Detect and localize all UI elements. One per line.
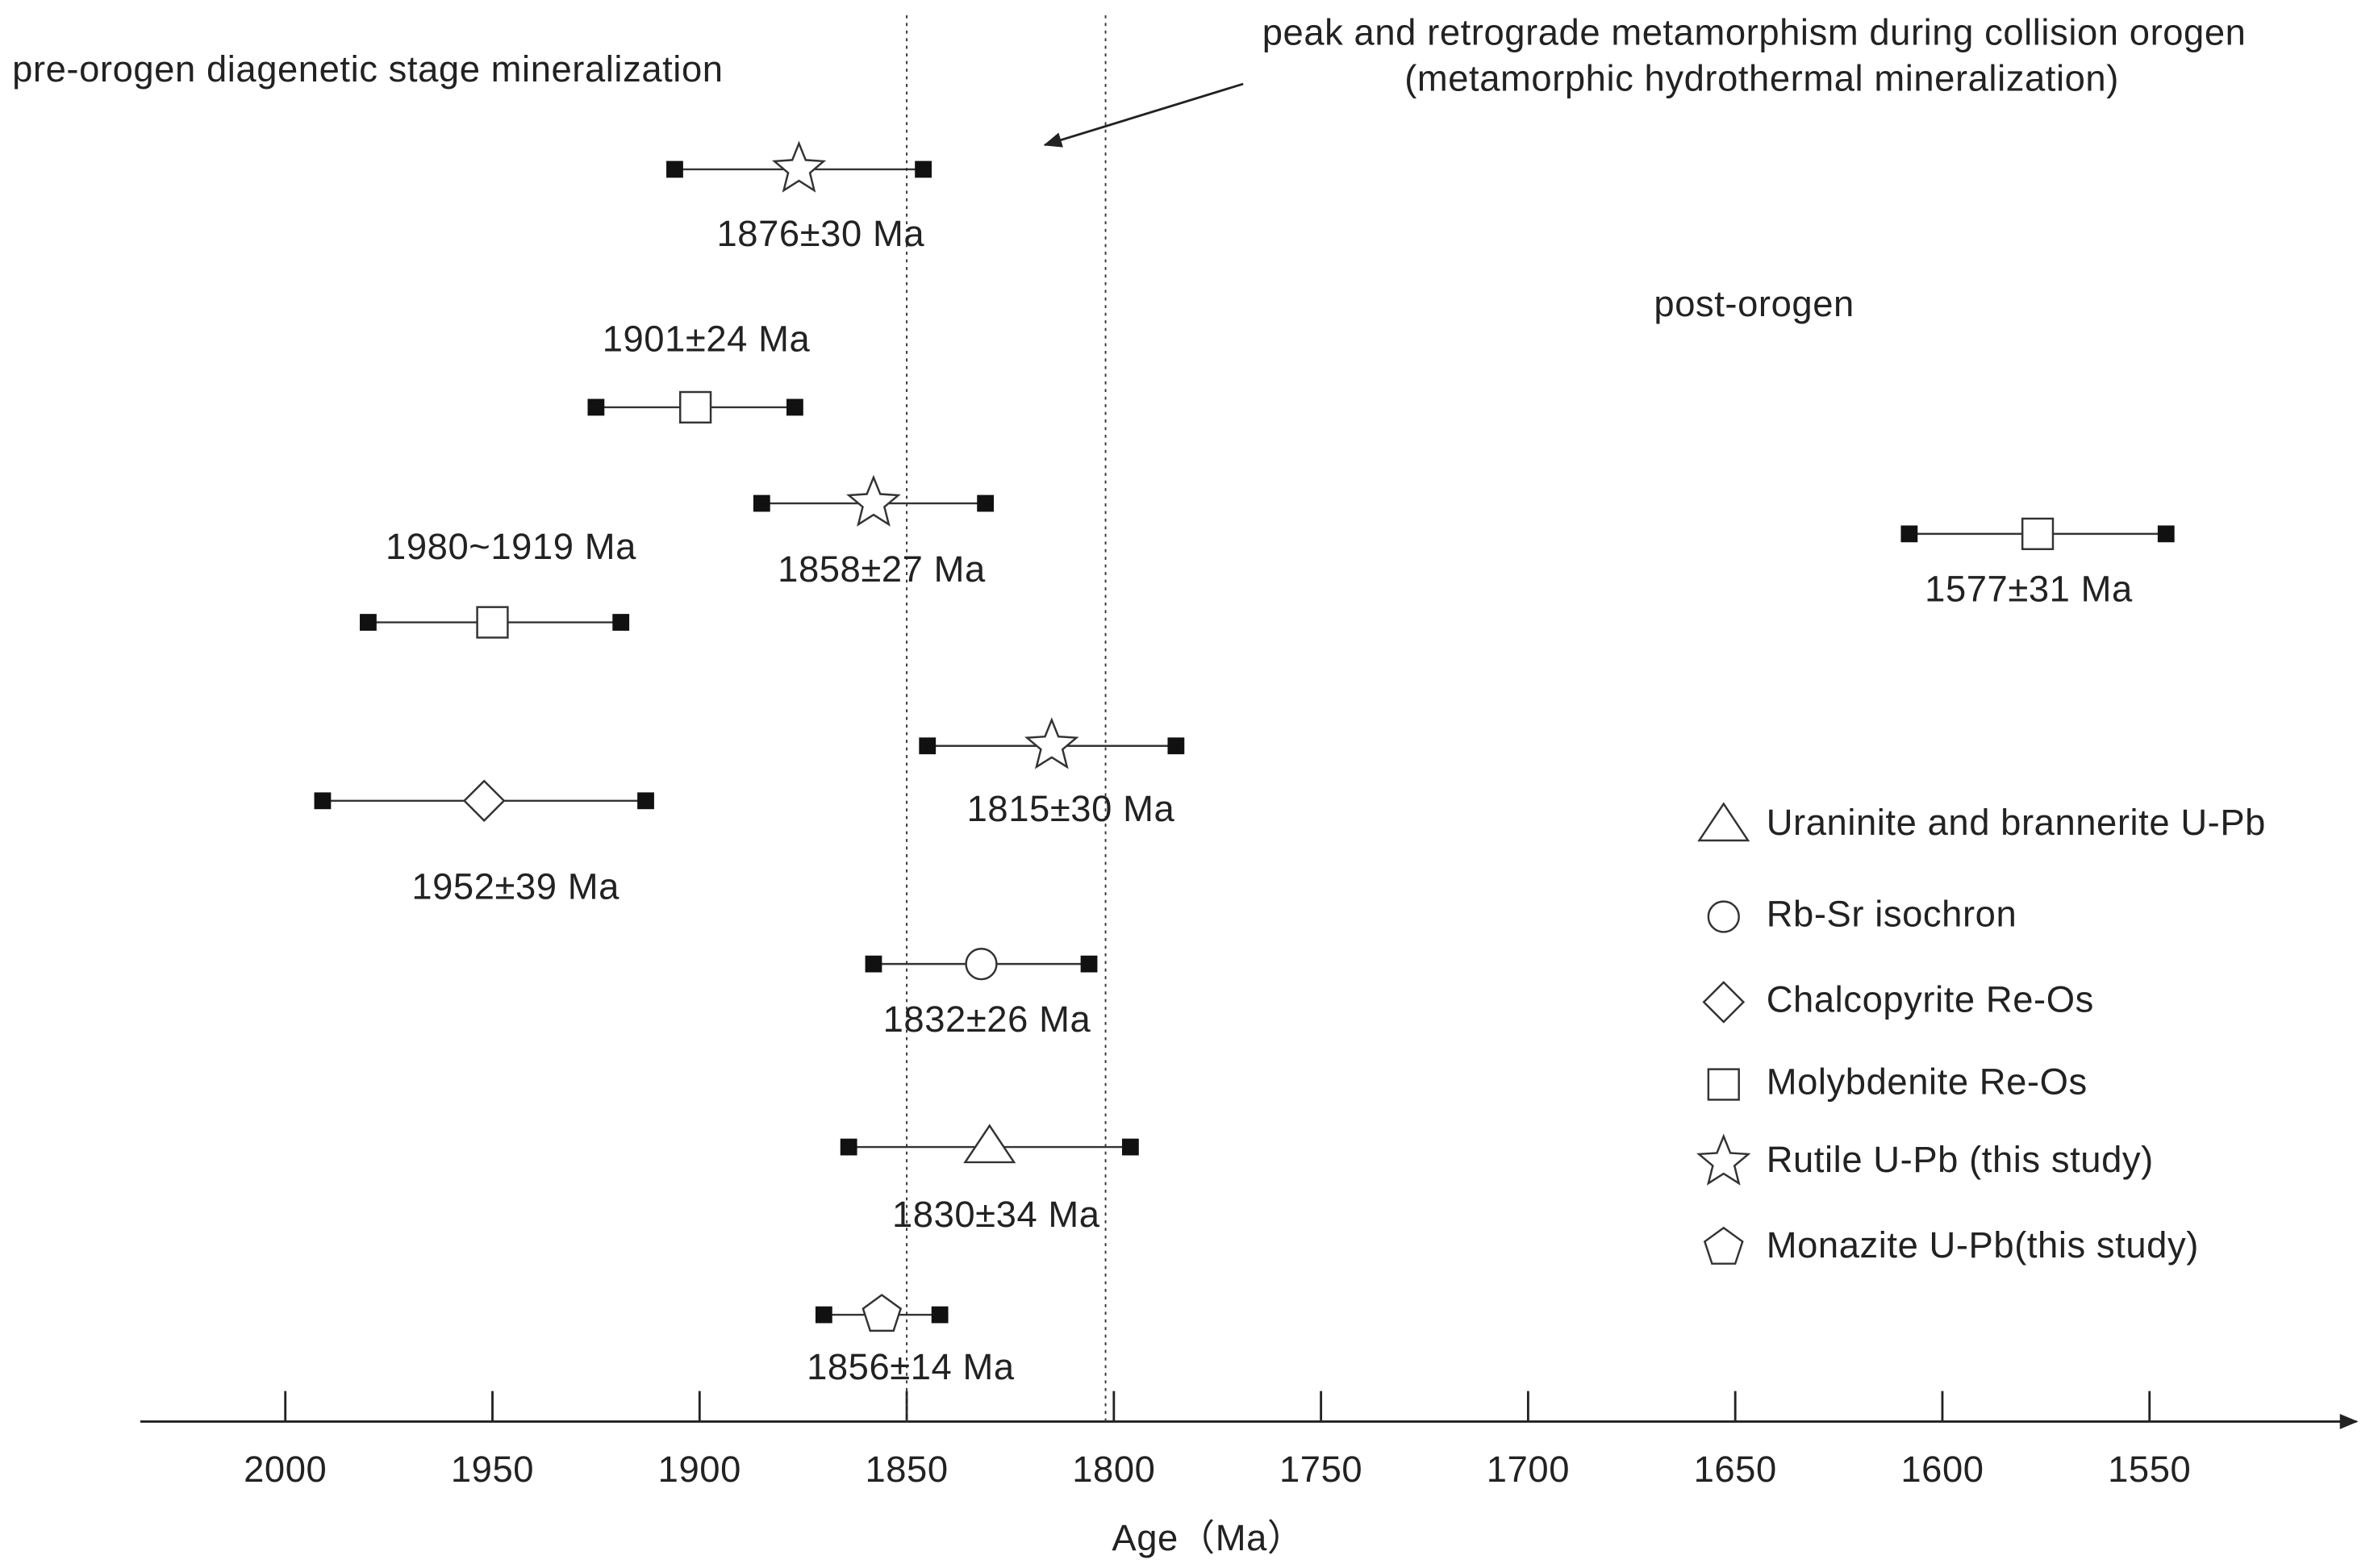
error-cap (977, 494, 995, 512)
annotation-arrow (1043, 82, 1244, 148)
error-cap (815, 1306, 832, 1324)
data-label: 1815±30 Ma (967, 788, 1175, 829)
annotation: post-orogen (1654, 283, 1854, 324)
error-cap (919, 737, 937, 755)
x-tick-label: 1850 (865, 1449, 948, 1490)
error-cap (1080, 955, 1098, 973)
data-label: 1952±39 Ma (411, 865, 620, 907)
legend-marker (1707, 1068, 1740, 1101)
data-label: 1876±30 Ma (717, 213, 925, 254)
annotation: pre-orogen diagenetic stage mineralizati… (12, 48, 723, 90)
marker (476, 606, 509, 639)
data-label: 1830±34 Ma (892, 1194, 1100, 1235)
legend-label: Molybdenite Re-Os (1767, 1061, 2088, 1103)
marker (963, 1124, 1016, 1164)
error-cap (2157, 525, 2175, 543)
marker (2021, 517, 2055, 551)
x-tick-label: 1550 (2108, 1449, 2191, 1490)
marker (1024, 717, 1079, 769)
marker (771, 140, 827, 193)
data-label: 1901±24 Ma (603, 319, 811, 360)
legend-marker (1696, 1133, 1751, 1186)
marker (462, 779, 506, 823)
error-cap (753, 494, 770, 512)
legend-marker (1707, 900, 1740, 933)
x-tick-label: 1950 (451, 1449, 534, 1490)
marker (965, 947, 998, 981)
x-tick-label: 1900 (658, 1449, 741, 1490)
marker (862, 1293, 903, 1332)
annotation: peak and retrograde metamorphism during … (1262, 12, 2247, 53)
x-tick-label: 1750 (1279, 1449, 1362, 1490)
data-label: 1980~1919 Ma (386, 526, 636, 567)
legend-marker (1703, 1226, 1744, 1265)
error-cap (666, 161, 683, 178)
error-cap (840, 1138, 857, 1156)
data-label: 1858±27 Ma (778, 548, 986, 590)
marker (846, 474, 901, 527)
error-cap (314, 792, 332, 810)
x-tick-label: 1650 (1694, 1449, 1777, 1490)
marker (679, 390, 712, 424)
error-cap (915, 161, 932, 178)
data-label: 1832±26 Ma (883, 999, 1091, 1040)
error-cap (587, 398, 605, 416)
legend-label: Rb-Sr isochron (1767, 893, 2017, 934)
data-label: 1856±14 Ma (807, 1346, 1015, 1387)
error-cap (865, 955, 882, 973)
data-label: 1577±31 Ma (1925, 569, 2133, 610)
x-tick-label: 2000 (244, 1449, 327, 1490)
error-cap (786, 398, 803, 416)
annotation: (metamorphic hydrothermal mineralization… (1404, 57, 2119, 98)
legend-label: Rutile U-Pb (this study) (1767, 1139, 2154, 1180)
error-cap (637, 792, 654, 810)
error-cap (612, 614, 630, 631)
legend-marker (1702, 981, 1746, 1024)
legend-label: Monazite U-Pb(this study) (1767, 1224, 2199, 1266)
x-axis-label: Age（Ma） (1112, 1517, 1304, 1558)
legend-marker (1697, 802, 1750, 842)
error-cap (1167, 737, 1185, 755)
legend-label: Chalcopyrite Re-Os (1767, 978, 2094, 1020)
x-tick-label: 1800 (1072, 1449, 1155, 1490)
error-cap (360, 614, 377, 631)
error-cap (931, 1306, 949, 1324)
legend-label: Uraninite and brannerite U-Pb (1767, 802, 2266, 843)
x-tick-label: 1600 (1900, 1449, 1984, 1490)
error-cap (1900, 525, 1918, 543)
error-cap (1121, 1138, 1139, 1156)
x-tick-label: 1700 (1487, 1449, 1570, 1490)
